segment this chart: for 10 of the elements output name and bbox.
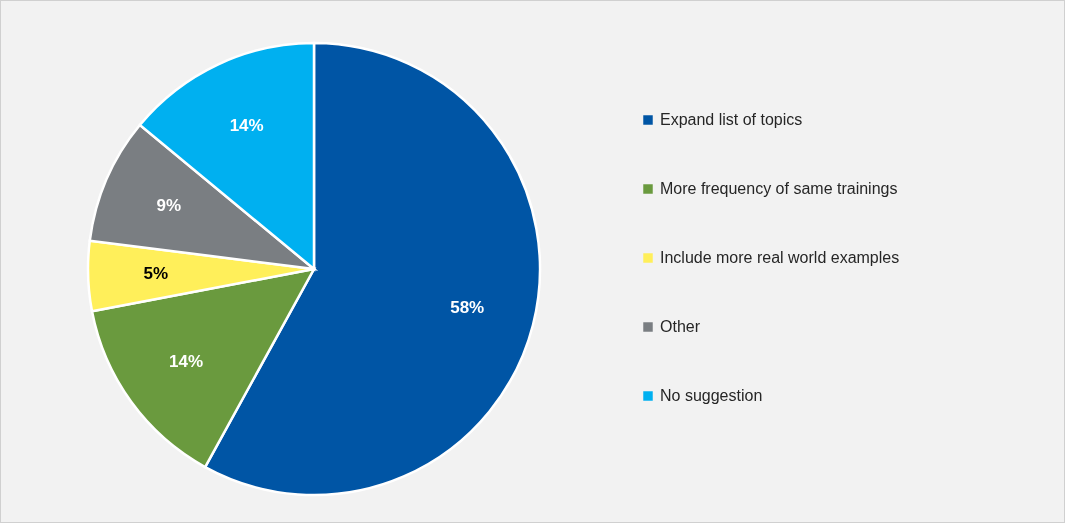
data-label: 58% bbox=[450, 298, 485, 318]
data-label: 5% bbox=[143, 263, 169, 283]
legend-label: More frequency of same trainings bbox=[660, 180, 898, 197]
data-label: 14% bbox=[229, 115, 264, 135]
legend-label: No suggestion bbox=[660, 387, 763, 404]
data-label: 14% bbox=[169, 351, 204, 371]
legend-label: Expand list of topics bbox=[660, 111, 803, 128]
legend-label: Include more real world examples bbox=[660, 249, 900, 266]
legend-label: Other bbox=[660, 318, 701, 335]
data-label: 9% bbox=[156, 196, 182, 216]
